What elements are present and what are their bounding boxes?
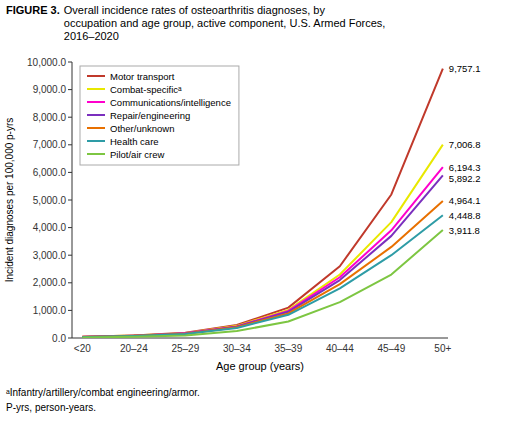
series-line xyxy=(82,201,443,337)
legend-swatch xyxy=(87,88,105,90)
data-label: 3,911.8 xyxy=(449,225,480,236)
y-tick xyxy=(68,117,72,118)
legend-label: Other/unknown xyxy=(110,123,174,134)
x-tick-label: 25–29 xyxy=(171,343,199,354)
y-tick xyxy=(68,89,72,90)
series-line xyxy=(82,230,443,337)
y-tick xyxy=(68,200,72,201)
y-tick xyxy=(68,62,72,63)
x-axis-label: Age group (years) xyxy=(216,360,304,372)
data-label: 5,892.2 xyxy=(449,173,481,184)
x-tick-label: 50+ xyxy=(434,343,451,354)
footnote: ᵃInfantry/artillery/combat engineering/a… xyxy=(6,387,200,398)
title: FIGURE 3. xyxy=(6,4,60,16)
legend-label: Communications/intelligence xyxy=(110,97,231,108)
y-tick-label: 0.0 xyxy=(52,333,66,344)
y-tick-label: 6,000.0 xyxy=(33,167,67,178)
y-tick-label: 7,000.0 xyxy=(33,139,67,150)
data-label: 6,194.3 xyxy=(449,162,481,173)
y-tick-label: 2,000.0 xyxy=(33,277,67,288)
y-tick xyxy=(68,227,72,228)
legend-label: Repair/engineering xyxy=(110,110,190,121)
series-line xyxy=(82,175,443,337)
legend-swatch xyxy=(87,75,105,77)
y-tick-label: 4,000.0 xyxy=(33,222,67,233)
data-label: 9,757.1 xyxy=(449,63,481,74)
y-tick xyxy=(68,282,72,283)
data-label: 4,448.8 xyxy=(449,210,481,221)
y-tick-label: 10,000.0 xyxy=(27,57,66,68)
y-tick-label: 8,000.0 xyxy=(33,112,67,123)
x-tick-label: 30–34 xyxy=(223,343,251,354)
y-axis-label: Incident diagnoses per 100,000 p-yrs xyxy=(4,118,15,283)
y-tick xyxy=(68,255,72,256)
x-tick-label: 35–39 xyxy=(274,343,302,354)
y-tick xyxy=(68,338,72,339)
y-tick xyxy=(68,310,72,311)
series-line xyxy=(82,145,443,337)
legend: Motor transport Combat-specificᵃ Communica… xyxy=(80,66,239,165)
subtitle: Overall incidence rates of osteoarthriti… xyxy=(64,4,386,42)
legend-swatch xyxy=(87,127,105,129)
series-line xyxy=(82,167,443,337)
legend-label: Motor transport xyxy=(110,71,175,82)
legend-label: Combat-specificᵃ xyxy=(110,84,182,95)
footnote: P-yrs, person-years. xyxy=(6,402,96,413)
x-tick-label: <20 xyxy=(74,343,91,354)
y-tick-label: 3,000.0 xyxy=(33,250,67,261)
series-line xyxy=(82,69,443,337)
y-tick xyxy=(68,144,72,145)
x-tick-label: 40–44 xyxy=(326,343,354,354)
x-tick-label: 45–49 xyxy=(377,343,405,354)
chart: FIGURE 3. Overall incidence rates of oste… xyxy=(0,0,521,426)
legend-label: Health care xyxy=(110,136,159,147)
y-tick-label: 5,000.0 xyxy=(33,195,67,206)
legend-swatch xyxy=(87,114,105,116)
data-label: 4,964.1 xyxy=(449,195,481,206)
legend-label: Pilot/air crew xyxy=(110,149,165,160)
legend-swatch xyxy=(87,153,105,155)
legend-swatch xyxy=(87,101,105,103)
x-tick-label: 20–24 xyxy=(120,343,148,354)
y-tick-label: 1,000.0 xyxy=(33,305,67,316)
y-tick xyxy=(68,172,72,173)
plot-lines xyxy=(82,69,443,338)
legend-swatch xyxy=(87,140,105,142)
series-line xyxy=(82,215,443,337)
legend-frame xyxy=(80,66,239,165)
data-label: 7,006.8 xyxy=(449,139,481,150)
y-tick-label: 9,000.0 xyxy=(33,84,67,95)
